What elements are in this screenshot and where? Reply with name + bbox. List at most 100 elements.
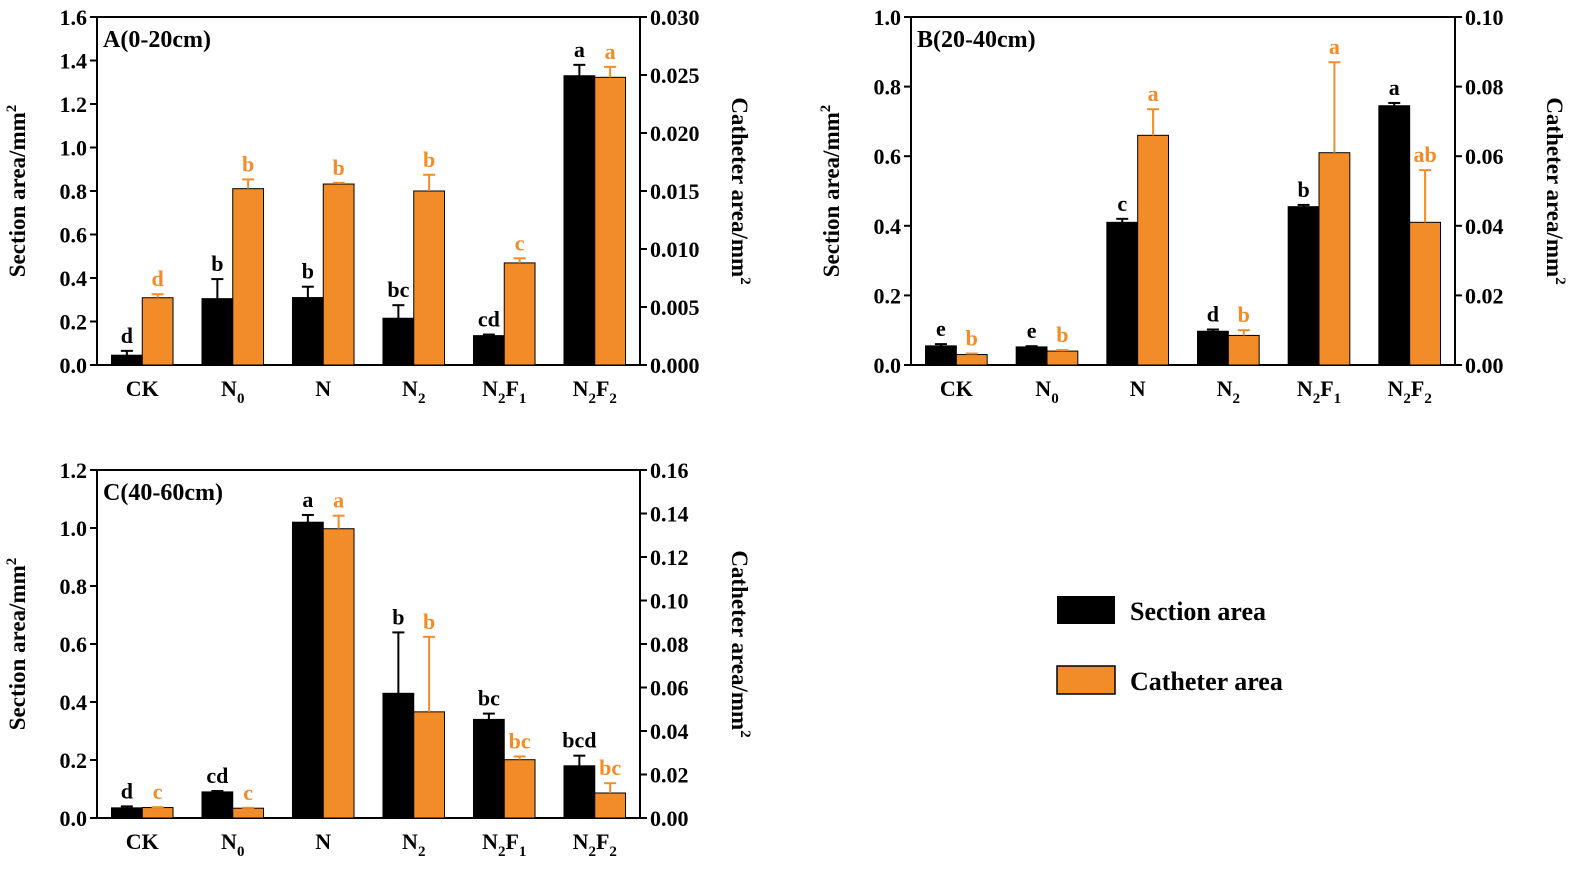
significance-letter: d bbox=[121, 778, 133, 803]
right-tick-label: 0.04 bbox=[1465, 214, 1504, 239]
significance-letter: cd bbox=[206, 763, 228, 788]
significance-letter: bcd bbox=[562, 728, 596, 753]
significance-letter: c bbox=[243, 780, 253, 805]
bar-section-area bbox=[291, 297, 324, 366]
significance-letter: bc bbox=[599, 755, 621, 780]
category-label: N bbox=[315, 376, 331, 401]
legend: Section area Catheter area bbox=[1056, 596, 1283, 696]
legend-label-section: Section area bbox=[1130, 597, 1266, 626]
significance-letter: b bbox=[392, 604, 404, 629]
bar-catheter-area bbox=[1227, 334, 1260, 366]
category-label: N2F2 bbox=[1387, 376, 1431, 407]
significance-letter: b bbox=[242, 151, 254, 176]
panel-b-chart: 0.0 0.2 0.4 0.6 0.8 1.0 0.00 0.02 0.04 0.06 0.08 0.… bbox=[818, 5, 1568, 407]
category-label: N2F1 bbox=[482, 829, 526, 860]
left-tick-label: 1.0 bbox=[60, 516, 88, 541]
left-tick-label: 0.6 bbox=[60, 632, 88, 657]
bar-section-area bbox=[563, 75, 596, 366]
right-tick-label: 0.08 bbox=[650, 632, 689, 657]
right-tick-label: 0.015 bbox=[650, 179, 700, 204]
significance-letter: a bbox=[302, 487, 313, 512]
bar-section-area bbox=[472, 718, 505, 819]
panel-c-chart: 0.0 0.2 0.4 0.6 0.8 1.0 1.2 0.00 0.02 0.04 0.06 0.0… bbox=[4, 458, 753, 860]
category-label: N0 bbox=[221, 829, 244, 860]
bar-catheter-area bbox=[1409, 221, 1441, 366]
bar-catheter-area bbox=[594, 792, 627, 819]
significance-letter: a bbox=[333, 488, 344, 513]
category-label: N2 bbox=[402, 829, 425, 860]
legend-swatch-section bbox=[1057, 596, 1115, 624]
bar-section-area bbox=[110, 354, 143, 366]
left-tick-label: 1.0 bbox=[60, 136, 88, 161]
bar-catheter-area bbox=[1046, 350, 1079, 366]
category-label: N0 bbox=[221, 376, 244, 407]
bar-catheter-area bbox=[413, 190, 446, 366]
panel-title: B(20-40cm) bbox=[917, 27, 1036, 53]
significance-letter: bc bbox=[509, 728, 531, 753]
significance-letter: a bbox=[605, 39, 616, 64]
right-tick-label: 0.030 bbox=[650, 5, 700, 30]
right-tick-label: 0.10 bbox=[1465, 5, 1504, 30]
left-tick-label: 0.2 bbox=[60, 748, 88, 773]
category-label: N2F2 bbox=[573, 829, 617, 860]
right-tick-label: 0.12 bbox=[650, 545, 689, 570]
significance-letter: a bbox=[1329, 34, 1340, 59]
right-axis-title: Catheter area/mm2 bbox=[727, 550, 753, 737]
right-tick-label: 0.010 bbox=[650, 237, 700, 262]
significance-letter: d bbox=[121, 323, 133, 348]
bar-section-area bbox=[1378, 105, 1411, 366]
significance-letter: b bbox=[302, 259, 314, 284]
bar-section-area bbox=[382, 692, 415, 819]
significance-letter: d bbox=[152, 266, 164, 291]
bar-section-area bbox=[110, 807, 143, 819]
significance-letter: b bbox=[1056, 322, 1068, 347]
significance-letter: b bbox=[1297, 177, 1309, 202]
category-label: N0 bbox=[1035, 376, 1058, 407]
right-tick-label: 0.020 bbox=[650, 121, 700, 146]
category-label: N bbox=[1130, 376, 1146, 401]
bar-catheter-area bbox=[322, 183, 355, 366]
bar-section-area bbox=[1106, 221, 1139, 366]
category-label: CK bbox=[940, 376, 973, 401]
category-label: N2 bbox=[402, 376, 425, 407]
right-axis-title: Catheter area/mm2 bbox=[727, 97, 753, 284]
bar-catheter-area bbox=[413, 711, 446, 819]
bar-section-area bbox=[201, 298, 234, 366]
category-label: N2F1 bbox=[482, 376, 526, 407]
bar-catheter-area bbox=[232, 188, 265, 366]
right-tick-label: 0.00 bbox=[650, 806, 689, 831]
panel-title: A(0-20cm) bbox=[103, 27, 211, 53]
right-tick-label: 0.005 bbox=[650, 295, 700, 320]
panel-a-chart: 0.0 0.2 0.4 0.6 0.8 1.0 1.2 1.4 1.6 0.000 0.005 0.0… bbox=[4, 5, 753, 407]
significance-letter: e bbox=[936, 316, 946, 341]
significance-letter: b bbox=[966, 326, 978, 351]
right-tick-label: 0.02 bbox=[1465, 283, 1504, 308]
plot-frame bbox=[910, 16, 1456, 366]
bar-section-area bbox=[925, 345, 957, 366]
significance-letter: cd bbox=[478, 307, 500, 332]
bar-catheter-area bbox=[322, 528, 355, 819]
significance-letter: c bbox=[1117, 191, 1127, 216]
right-tick-label: 0.06 bbox=[1465, 144, 1504, 169]
bar-section-area bbox=[472, 335, 505, 366]
significance-letter: a bbox=[574, 37, 585, 62]
left-tick-label: 0.0 bbox=[60, 806, 88, 831]
category-label: CK bbox=[126, 829, 159, 854]
bar-section-area bbox=[1287, 206, 1320, 366]
significance-letter: d bbox=[1207, 302, 1219, 327]
significance-letter: bc bbox=[478, 686, 500, 711]
bar-section-area bbox=[563, 765, 596, 819]
category-label: N2 bbox=[1217, 376, 1240, 407]
bar-catheter-area bbox=[503, 759, 536, 819]
right-tick-label: 0.04 bbox=[650, 719, 689, 744]
significance-letter: c bbox=[515, 230, 525, 255]
bar-section-area bbox=[1015, 346, 1048, 366]
significance-letter: bc bbox=[387, 277, 409, 302]
right-tick-label: 0.025 bbox=[650, 63, 700, 88]
bar-catheter-area bbox=[594, 76, 627, 366]
panel-title: C(40-60cm) bbox=[103, 480, 223, 506]
left-tick-label: 0.6 bbox=[60, 223, 88, 248]
left-tick-label: 1.2 bbox=[60, 92, 88, 117]
legend-swatch-catheter bbox=[1056, 665, 1116, 695]
legend-label-catheter: Catheter area bbox=[1130, 667, 1283, 696]
